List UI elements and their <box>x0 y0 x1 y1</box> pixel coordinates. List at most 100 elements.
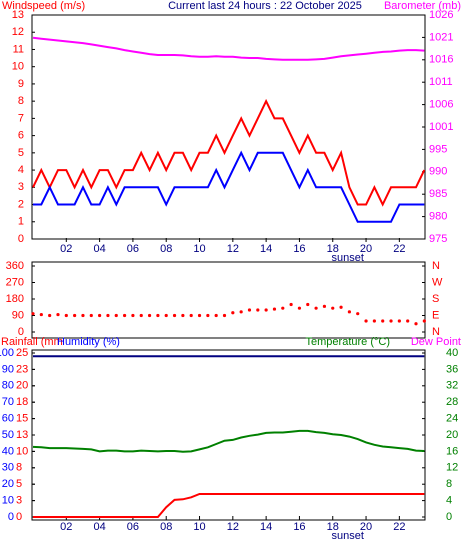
direction-point <box>256 308 260 312</box>
y3-tick-label: 20 <box>16 380 28 392</box>
y2-tick-label: 24 <box>446 413 458 425</box>
y-tick-label: 270 <box>6 276 24 288</box>
y-tick-label: 10 <box>2 495 14 507</box>
direction-point <box>314 306 318 310</box>
x-tick-label: 12 <box>227 243 239 255</box>
y2-tick-label: 28 <box>446 396 458 408</box>
y2-tick-label: 1006 <box>429 99 453 111</box>
y3-tick-label: 18 <box>16 396 28 408</box>
x-tick-label: 04 <box>93 521 105 533</box>
direction-point <box>406 319 410 323</box>
y-tick-label: 11 <box>13 43 24 55</box>
x-tick-label: 04 <box>93 243 105 255</box>
y2-tick-label: 16 <box>446 445 458 457</box>
rain-axis-title: Rainfall (mm <box>1 336 63 348</box>
x-tick-label: 18 <box>327 521 339 533</box>
wind-frame <box>31 14 426 240</box>
direction-point <box>397 319 401 323</box>
direction-point <box>272 307 277 311</box>
dew-point-title: Dew Point <box>411 336 461 348</box>
y-tick-label: 2 <box>18 198 24 210</box>
direction-point <box>172 313 177 318</box>
y-tick-label: 60 <box>2 413 14 425</box>
direction-point <box>81 313 85 318</box>
direction-point <box>264 308 268 312</box>
y-tick-label: 9 <box>18 78 24 90</box>
y-tick-label: 30 <box>2 462 14 474</box>
x-tick-label: 22 <box>393 243 405 255</box>
y-tick-label: 10 <box>12 61 24 73</box>
y2-axis-title: Barometer (mb) <box>384 0 461 12</box>
direction-point <box>189 313 193 318</box>
direction-point <box>106 313 110 318</box>
y-tick-label: 3 <box>18 181 24 193</box>
x-tick-label: 02 <box>60 243 72 255</box>
y-axis-title: Windspeed (m/s) <box>2 0 85 12</box>
x-tick-label: 16 <box>293 521 305 533</box>
y-tick-label: 0 <box>8 511 14 523</box>
direction-point <box>56 312 60 317</box>
y3-tick-label: 8 <box>16 462 22 474</box>
direction-point <box>414 322 418 326</box>
direction-point <box>73 313 77 318</box>
direction-point <box>197 313 202 318</box>
y-tick-label: 80 <box>2 380 14 392</box>
direction-point <box>389 319 393 323</box>
y-tick-label: 180 <box>6 293 24 305</box>
y-tick-label: 90 <box>2 363 14 375</box>
direction-point <box>147 313 152 318</box>
y2-tick-label: 36 <box>446 363 458 375</box>
direction-point <box>164 313 168 318</box>
sunset-label: sunset <box>332 530 364 542</box>
y2-tick-label: 1001 <box>429 121 453 133</box>
direction-point <box>131 313 135 318</box>
direction-frame <box>31 261 426 339</box>
y2-tick-label: S <box>432 293 439 305</box>
y2-tick-label: E <box>432 309 439 321</box>
direction-point <box>156 313 160 318</box>
x-tick-label: 02 <box>60 521 72 533</box>
direction-point <box>364 319 368 323</box>
direction-point <box>347 310 351 314</box>
series-line <box>33 493 425 518</box>
humidity-axis-title: Humidity (%) <box>57 336 120 348</box>
y2-tick-label: 1011 <box>429 76 453 88</box>
y-tick-label: 100 <box>0 347 14 359</box>
direction-point <box>289 302 293 307</box>
y-tick-label: 70 <box>2 396 14 408</box>
direction-point <box>381 319 385 323</box>
y3-tick-label: 13 <box>16 429 28 441</box>
y2-tick-label: 995 <box>429 143 447 155</box>
y-tick-label: 7 <box>18 112 24 124</box>
y3-tick-label: 25 <box>16 347 28 359</box>
direction-point <box>281 306 285 310</box>
x-tick-label: 20 <box>360 243 372 255</box>
series-line <box>32 98 426 207</box>
y-tick-label: 90 <box>12 309 24 321</box>
y-tick-label: 12 <box>12 26 24 38</box>
y-tick-label: 5 <box>18 147 24 159</box>
x-tick-label: 16 <box>293 243 305 255</box>
x-tick-label: 12 <box>227 521 239 533</box>
sunset-label: sunset <box>332 252 364 264</box>
direction-point <box>31 312 35 316</box>
direction-point <box>339 305 343 309</box>
y2-tick-label: N <box>432 326 440 338</box>
y-tick-label: 50 <box>2 429 14 441</box>
direction-point <box>306 302 310 307</box>
y2-tick-label: 1026 <box>429 9 453 21</box>
x-tick-label: 14 <box>260 243 272 255</box>
x-tick-label: 08 <box>160 521 172 533</box>
rain-temp-frame <box>31 349 426 521</box>
x-tick-label: 20 <box>360 521 372 533</box>
direction-point <box>64 313 68 318</box>
x-tick-label: 10 <box>193 243 205 255</box>
direction-point <box>322 304 327 308</box>
direction-point <box>214 313 218 318</box>
series-line <box>32 36 425 61</box>
direction-point <box>122 313 127 318</box>
y3-tick-label: 5 <box>16 478 22 490</box>
y2-tick-label: 1021 <box>429 31 453 43</box>
y2-tick-label: 975 <box>429 233 447 245</box>
